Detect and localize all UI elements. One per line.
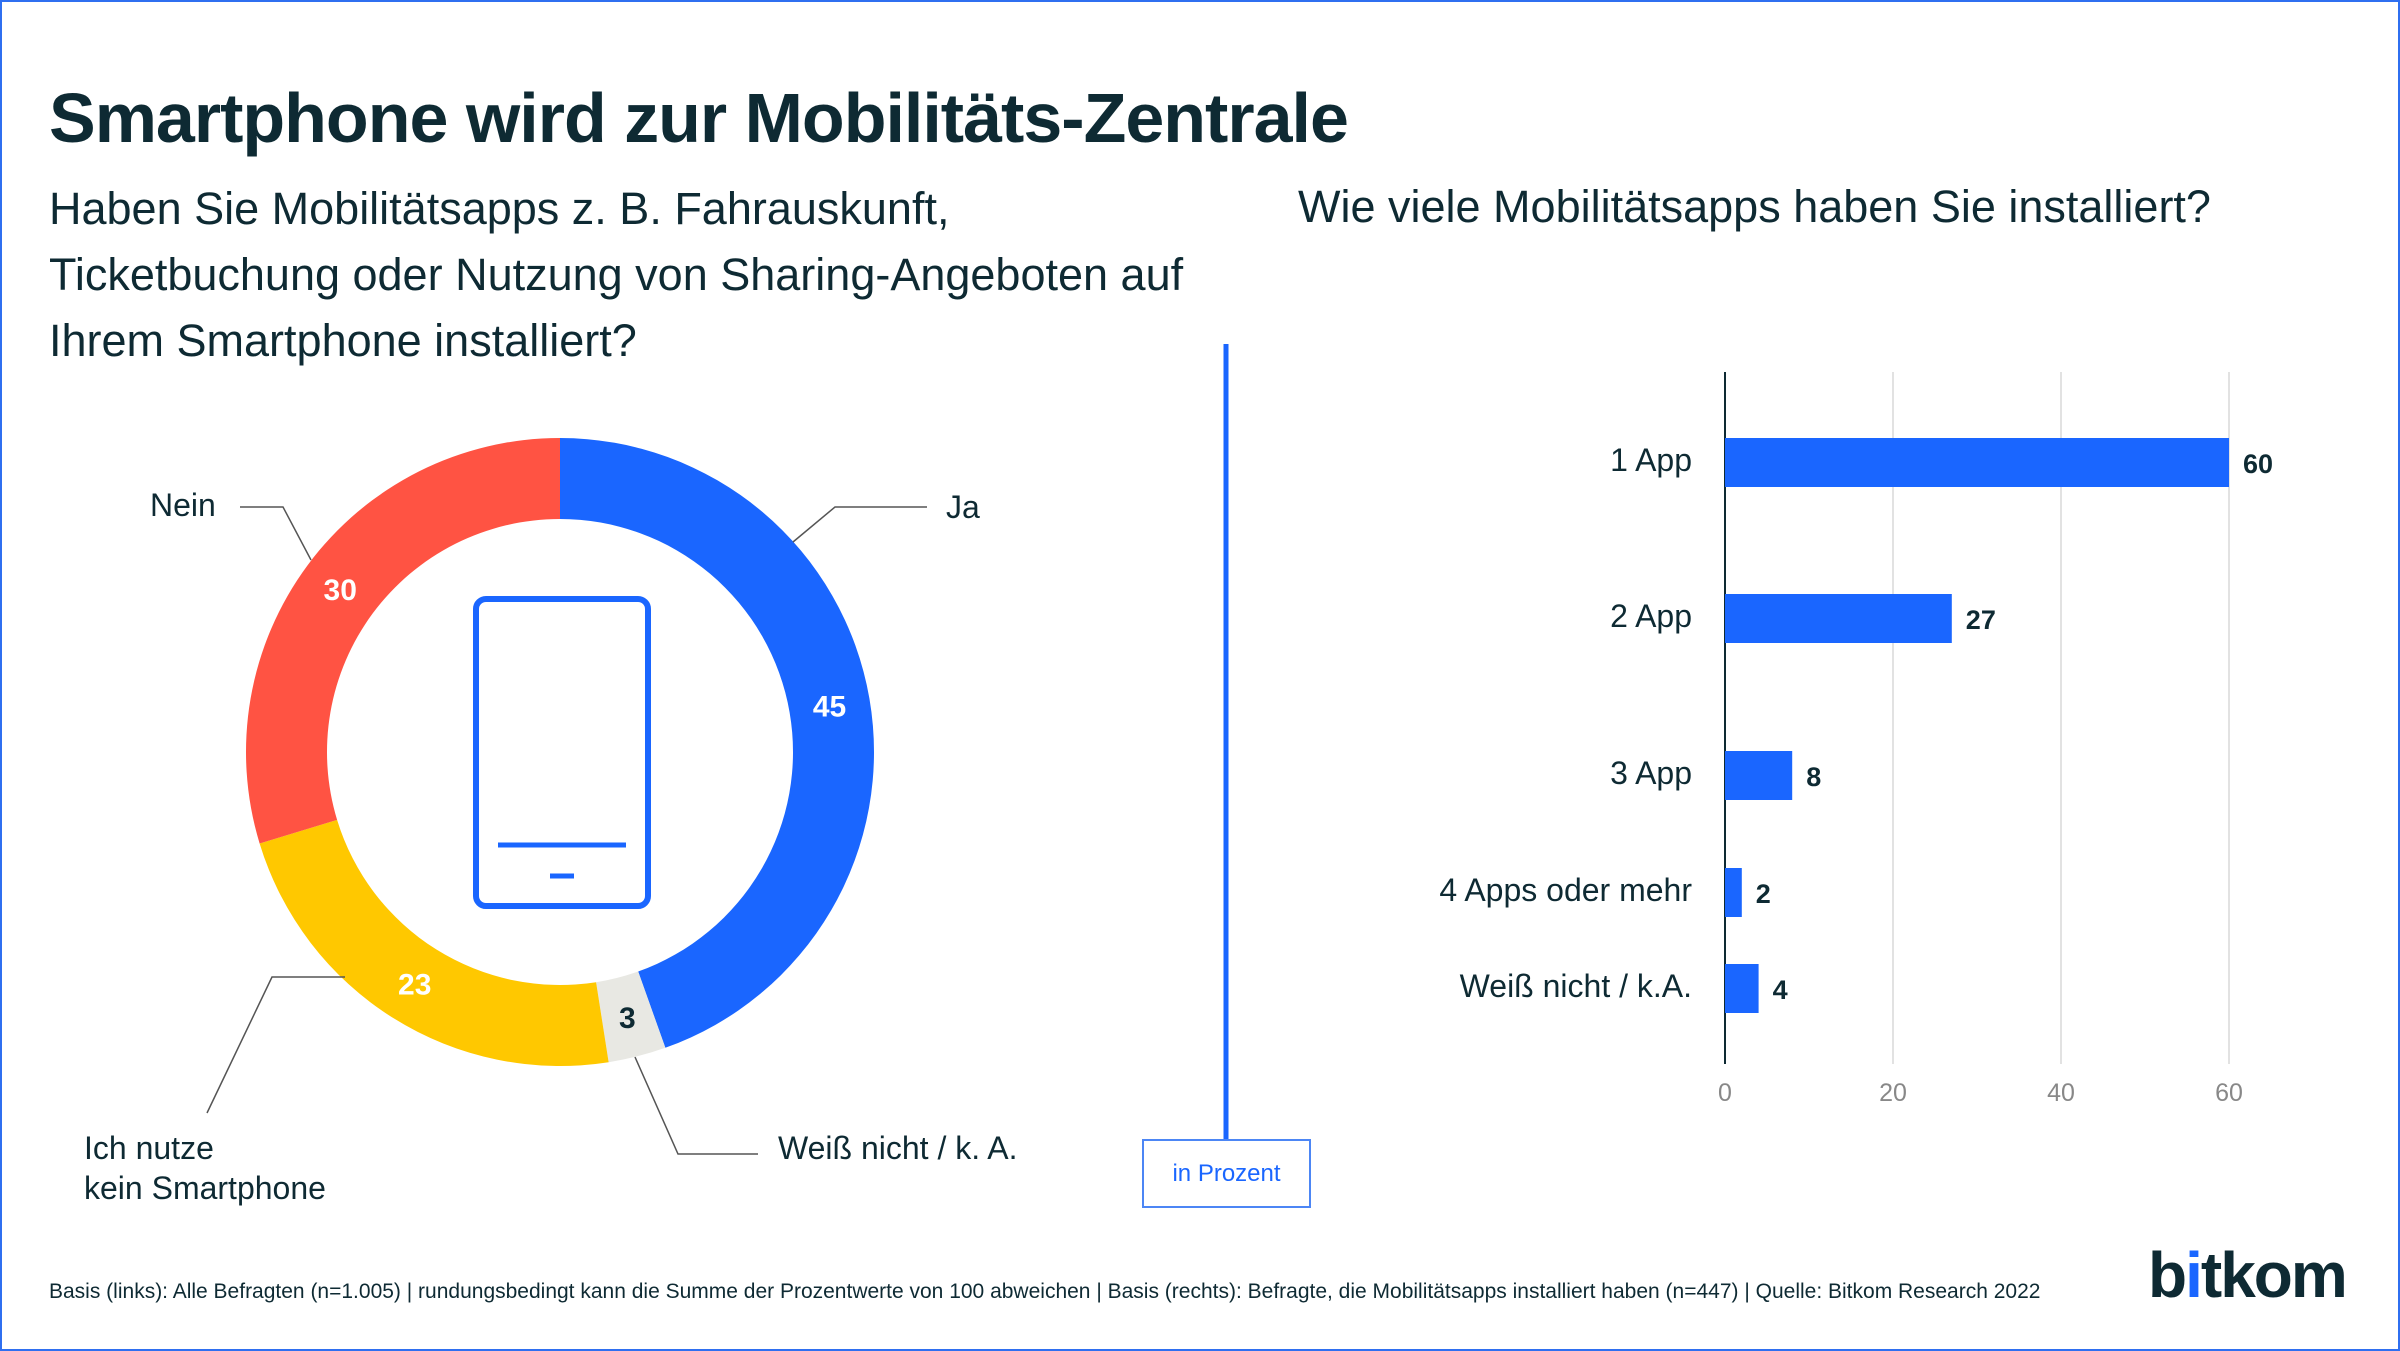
leader-line — [240, 506, 312, 561]
bar-value: 27 — [1966, 605, 1996, 635]
slice-value: 23 — [398, 969, 431, 1002]
bar-question: Wie viele Mobilitätsapps haben Sie insta… — [1298, 181, 2211, 232]
leader-line — [792, 506, 927, 543]
unit-label: in Prozent — [1142, 1139, 1311, 1208]
bar — [1725, 868, 1742, 917]
bar — [1725, 438, 2229, 487]
x-tick-label: 20 — [1879, 1079, 1907, 1107]
category-label: 2 App — [1610, 598, 1692, 634]
x-tick-label: 40 — [2047, 1079, 2075, 1107]
bar-value: 2 — [1756, 879, 1771, 909]
slice-value: 30 — [324, 574, 357, 607]
donut-slice — [560, 438, 874, 1048]
slice-value: 3 — [619, 1002, 636, 1035]
category-label: Weiß nicht / k.A. — [1460, 968, 1692, 1004]
bar-value: 8 — [1806, 762, 1821, 792]
donut-question: Haben Sie Mobilitätsapps z. B. Fahrausku… — [49, 183, 1184, 366]
bitkom-logo: bitkom — [2148, 1239, 2348, 1311]
slice-value: 45 — [813, 690, 846, 723]
x-tick-label: 60 — [2215, 1079, 2243, 1107]
slice-label: Weiß nicht / k. A. — [778, 1130, 1017, 1166]
slice-label: Ja — [946, 489, 980, 525]
category-label: 1 App — [1610, 442, 1692, 478]
category-label: 4 Apps oder mehr — [1439, 872, 1692, 908]
bar — [1725, 964, 1759, 1013]
bar — [1725, 751, 1793, 800]
donut-slice — [259, 819, 609, 1067]
leader-line — [206, 976, 345, 1114]
leader-line — [634, 1056, 758, 1155]
category-label: 3 App — [1610, 755, 1692, 791]
x-tick-label: 0 — [1718, 1079, 1732, 1107]
smartphone-icon — [473, 596, 651, 909]
bar-value: 4 — [1773, 975, 1788, 1005]
slice-label: Nein — [150, 487, 216, 523]
page-title: Smartphone wird zur Mobilitäts-Zentrale — [49, 79, 1349, 157]
donut-slice — [246, 438, 561, 844]
footer-note: Basis (links): Alle Befragten (n=1.005) … — [49, 1280, 2041, 1303]
unit-text: in Prozent — [1172, 1159, 1281, 1187]
slice-label: kein Smartphone — [84, 1170, 326, 1206]
bar-value: 60 — [2243, 449, 2273, 479]
slice-label: Ich nutze — [84, 1130, 214, 1166]
donut-slice — [596, 971, 666, 1063]
bar — [1725, 594, 1952, 643]
